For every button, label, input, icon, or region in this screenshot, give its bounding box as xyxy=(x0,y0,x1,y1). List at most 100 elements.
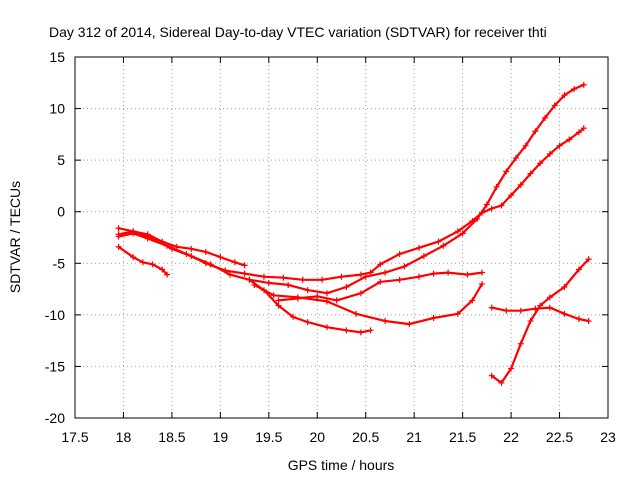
x-tick-label: 21.5 xyxy=(449,429,476,445)
series-track-8 xyxy=(488,304,592,325)
data-point xyxy=(241,270,248,277)
y-tick-label: 10 xyxy=(49,101,65,117)
data-point xyxy=(275,297,282,304)
data-point xyxy=(246,276,253,283)
data-point xyxy=(542,114,549,121)
data-point xyxy=(367,269,374,276)
data-point xyxy=(217,254,224,261)
data-point xyxy=(430,314,437,321)
data-point xyxy=(440,242,447,249)
data-point xyxy=(420,253,427,260)
data-point xyxy=(527,170,534,177)
data-point xyxy=(304,319,311,326)
plot-frame xyxy=(74,56,609,419)
x-tick-labels: 17.5 18 18.5 19 19.5 20 20.5 21 21.5 22 22.5 23 xyxy=(61,429,616,445)
data-point xyxy=(546,150,553,157)
data-point xyxy=(241,262,248,269)
data-point xyxy=(416,273,423,280)
series-track-5 xyxy=(246,276,374,336)
data-point xyxy=(265,279,272,286)
x-tick-label: 21 xyxy=(406,429,422,445)
x-tick-label: 17.5 xyxy=(61,429,88,445)
data-point xyxy=(532,128,539,135)
x-tick-label: 19 xyxy=(213,429,229,445)
data-point xyxy=(270,292,277,299)
data-point xyxy=(260,273,267,280)
data-point xyxy=(343,284,350,291)
data-point xyxy=(537,160,544,167)
axis-ticks xyxy=(74,56,609,419)
data-point xyxy=(401,263,408,270)
data-series xyxy=(115,81,592,386)
data-point xyxy=(396,251,403,258)
data-point xyxy=(537,302,544,309)
data-point xyxy=(561,310,568,317)
data-point xyxy=(571,85,578,92)
data-point xyxy=(149,261,156,268)
y-tick-label: 0 xyxy=(57,204,65,220)
data-point xyxy=(498,202,505,209)
data-point xyxy=(556,142,563,149)
data-point xyxy=(488,205,495,212)
data-point xyxy=(188,245,195,252)
x-tick-label: 23 xyxy=(600,429,616,445)
data-point xyxy=(333,297,340,304)
data-point xyxy=(285,281,292,288)
data-point xyxy=(469,297,476,304)
x-tick-label: 22 xyxy=(503,429,519,445)
data-point xyxy=(343,327,350,334)
x-tick-label: 18 xyxy=(116,429,132,445)
series-line xyxy=(490,258,590,384)
data-point xyxy=(517,307,524,314)
data-point xyxy=(319,276,326,283)
data-point xyxy=(445,269,452,276)
data-point xyxy=(479,280,486,287)
data-point xyxy=(580,81,587,88)
data-point xyxy=(459,230,466,237)
data-point xyxy=(503,307,510,314)
data-point xyxy=(115,233,122,240)
data-point xyxy=(130,254,137,261)
data-point xyxy=(164,271,171,278)
data-point xyxy=(323,324,330,331)
data-point xyxy=(503,168,510,175)
data-point xyxy=(338,273,345,280)
series-line xyxy=(117,245,169,276)
data-point xyxy=(488,304,495,311)
x-tick-label: 20.5 xyxy=(352,429,379,445)
data-point xyxy=(183,251,190,258)
data-point xyxy=(517,181,524,188)
data-point xyxy=(406,321,413,328)
y-tick-labels: -20 -15 -10 -5 0 5 10 15 xyxy=(45,49,65,426)
data-point xyxy=(382,269,389,276)
data-point xyxy=(353,310,360,317)
data-point xyxy=(139,259,146,266)
data-point xyxy=(454,310,461,317)
data-point xyxy=(585,318,592,325)
data-point xyxy=(493,183,500,190)
data-point xyxy=(488,372,495,379)
data-point xyxy=(575,266,582,273)
data-point xyxy=(561,284,568,291)
data-point xyxy=(251,281,258,288)
data-point xyxy=(575,129,582,136)
data-point xyxy=(227,271,234,278)
series-track-9 xyxy=(488,256,592,386)
data-point xyxy=(566,136,573,143)
data-point xyxy=(435,238,442,245)
data-point xyxy=(159,266,166,273)
x-tick-label: 22.5 xyxy=(546,429,573,445)
data-point xyxy=(144,235,151,242)
data-point xyxy=(396,276,403,283)
series-line xyxy=(277,271,484,302)
data-point xyxy=(522,142,529,149)
data-point xyxy=(454,228,461,235)
data-point xyxy=(508,365,515,372)
data-point xyxy=(231,259,238,266)
data-point xyxy=(323,290,330,297)
data-point xyxy=(527,318,534,325)
data-point xyxy=(202,260,209,267)
data-point xyxy=(377,278,384,285)
data-point xyxy=(512,155,519,162)
